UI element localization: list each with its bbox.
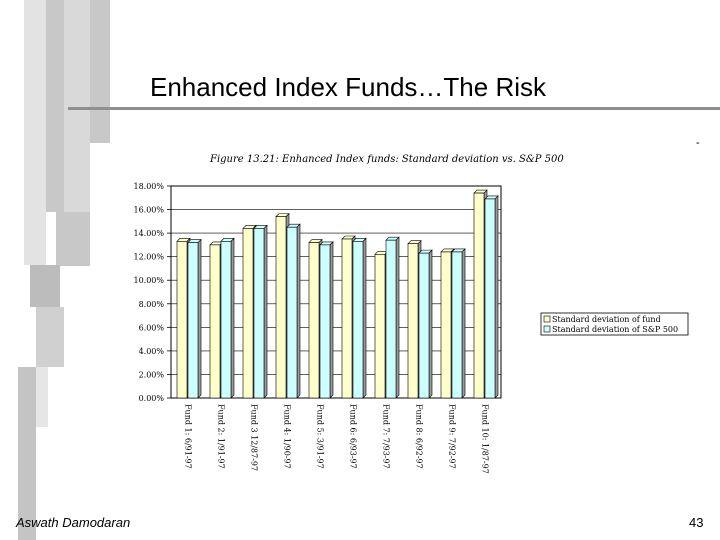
footer-author: Aswath Damodaran <box>16 515 131 530</box>
y-tick-label: 8.00% <box>139 300 165 309</box>
legend: Standard deviation of fund Standard devi… <box>540 312 689 336</box>
bar-side <box>329 241 334 399</box>
tick-mark: - <box>696 137 700 149</box>
y-tick-label: 4.00% <box>139 347 165 356</box>
title-rule <box>68 107 720 110</box>
decor-block <box>18 367 36 540</box>
decor-block <box>56 212 90 266</box>
y-axis-ticks: 0.00% 2.00% 4.00% 6.00% 8.00% 10.00% 12.00% 14.… <box>133 182 171 403</box>
bar-sp500 <box>484 198 496 399</box>
decor-block <box>36 307 64 367</box>
legend-box <box>540 312 689 336</box>
bar-sp500 <box>286 226 298 399</box>
x-tick-label: Fund 1: 6/91-97 <box>184 404 193 469</box>
x-tick-label: Fund 9: 7/92-97 <box>448 404 457 469</box>
bar-side <box>461 248 466 399</box>
bar-sp500 <box>451 251 463 399</box>
legend-swatch-sp500 <box>543 325 551 333</box>
bar-side <box>494 195 499 399</box>
bar-fund <box>242 228 254 399</box>
y-tick-label: 0.00% <box>139 394 165 403</box>
decor-block <box>46 0 64 212</box>
y-tick-label: 10.00% <box>133 276 164 285</box>
x-axis-ticks: Fund 1: 6/91-97 Fund 2: 1/91-97 Fund 3 12/… <box>184 404 490 474</box>
bar-fund <box>341 238 353 399</box>
bar-sp500 <box>418 252 430 399</box>
bar-side <box>230 237 235 399</box>
x-tick-label: Fund 4: 1/90-97 <box>283 404 292 469</box>
bar-fund <box>407 243 419 399</box>
bar-side <box>263 224 268 399</box>
figure-title: Figure 13.21: Enhanced Index funds: Stan… <box>210 154 564 165</box>
bar-fund <box>275 216 287 399</box>
bar-sp500 <box>253 228 265 399</box>
bar-fund <box>308 242 320 399</box>
x-tick-label: Fund 2: 1/91-97 <box>217 404 226 469</box>
bars <box>176 189 499 399</box>
bar-fund <box>374 254 386 399</box>
decor-block <box>64 0 90 212</box>
x-tick-label: Fund 7: 7/93-97 <box>382 404 391 469</box>
y-tick-label: 18.00% <box>133 182 164 191</box>
x-tick-label: Fund 10: 1/87-97 <box>481 404 490 474</box>
y-tick-label: 16.00% <box>133 206 164 215</box>
bar-fund <box>473 192 485 399</box>
bar-sp500 <box>220 241 232 399</box>
bar-sp500 <box>352 241 364 399</box>
bar-sp500 <box>187 242 199 399</box>
bar-sp500 <box>385 239 397 399</box>
x-tick-label: Fund 6: 6/93-97 <box>349 404 358 469</box>
decor-block <box>30 265 60 307</box>
bar-fund <box>440 251 452 399</box>
bar-fund <box>209 244 221 399</box>
decor-block <box>36 367 48 427</box>
bar-side <box>428 249 433 399</box>
legend-label-sp500: Standard deviation of S&P 500 <box>552 325 678 334</box>
y-tick-label: 2.00% <box>139 370 165 379</box>
y-tick-label: 6.00% <box>139 323 165 332</box>
y-tick-label: 14.00% <box>133 229 164 238</box>
bar-side <box>296 223 301 399</box>
page-number: 43 <box>689 515 704 530</box>
legend-swatch-fund <box>543 315 551 323</box>
slide-title: Enhanced Index Funds…The Risk <box>150 72 546 102</box>
bar-side <box>395 236 400 399</box>
bar-side <box>362 237 367 399</box>
bar-fund <box>176 241 188 399</box>
bar-sp500 <box>319 244 331 399</box>
decor-block <box>24 0 46 265</box>
x-tick-label: Fund 8: 6/92-97 <box>415 404 424 469</box>
x-tick-label: Fund 5: 3/91-97 <box>316 404 325 469</box>
x-tick-label: Fund 3 12/87-97 <box>250 404 259 471</box>
bar-side <box>197 238 202 399</box>
y-tick-label: 12.00% <box>133 253 164 262</box>
legend-label-fund: Standard deviation of fund <box>552 315 661 324</box>
